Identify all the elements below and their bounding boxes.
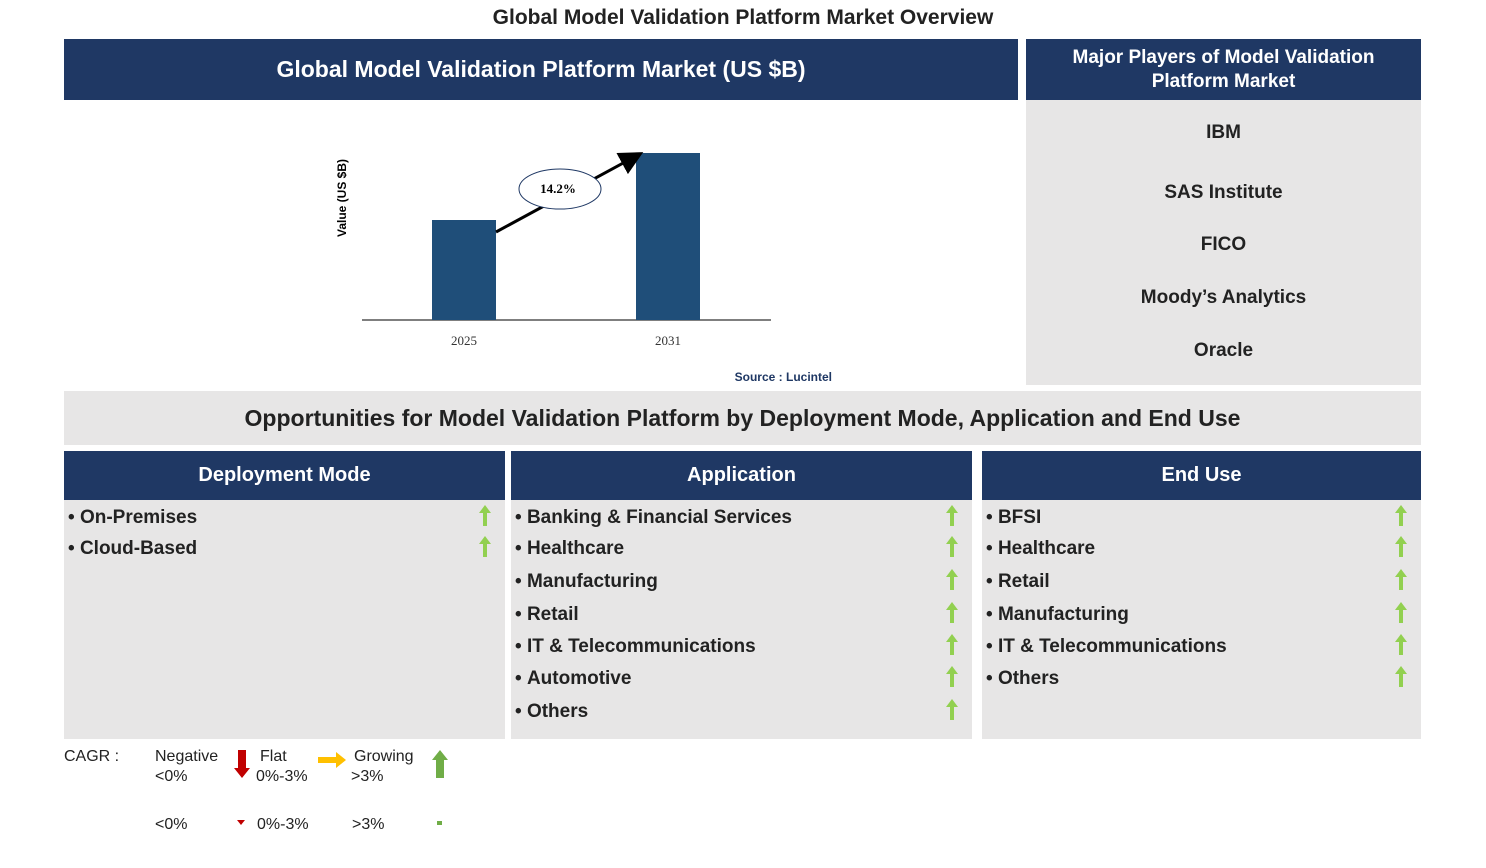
chart-title: Global Model Validation Platform Market … — [64, 39, 1018, 100]
item: Healthcare — [986, 538, 1095, 560]
bar — [636, 153, 700, 320]
legend-range: <0% — [155, 816, 188, 833]
arrow-shape — [479, 536, 491, 557]
column-title: Deployment Mode — [64, 451, 505, 500]
growth-arrow — [946, 699, 958, 720]
opportunities-title: Opportunities for Model Validation Platf… — [64, 391, 1421, 445]
item: IT & Telecommunications — [986, 636, 1227, 658]
growth-arrow — [1395, 536, 1407, 557]
column-body: Banking & Financial Services Healthcare Ma… — [511, 500, 972, 739]
page-title: Global Model Validation Platform Market … — [492, 6, 994, 29]
column-title: Application — [511, 451, 972, 500]
item: Retail — [986, 571, 1050, 593]
arrow-shape — [946, 505, 958, 526]
source: Source : Lucintel — [735, 370, 832, 384]
item: Retail — [515, 604, 579, 626]
item: Others — [515, 701, 588, 723]
legend-range: 0%-3% — [257, 816, 309, 833]
column-title: End Use — [982, 451, 1421, 500]
y-axis-label: Value (US $B) — [335, 159, 349, 237]
growth-arrow — [946, 634, 958, 655]
growth-arrow — [1395, 569, 1407, 590]
legend-label: CAGR : — [64, 748, 120, 765]
players-title: Major Players of Model Validation Platfo… — [1026, 39, 1421, 100]
legend-name: Negative — [155, 748, 219, 765]
item: Manufacturing — [986, 604, 1129, 626]
item: Cloud-Based — [68, 538, 197, 560]
growth-arrow — [946, 536, 958, 557]
item: IT & Telecommunications — [515, 636, 756, 658]
growth-arrow — [946, 505, 958, 526]
item: Manufacturing — [515, 571, 658, 593]
arrow-shape — [946, 602, 958, 623]
item: Healthcare — [515, 538, 624, 560]
arrow-shape — [946, 536, 958, 557]
arrow-shape — [946, 569, 958, 590]
arrow-shape — [479, 505, 491, 526]
growth-arrow — [946, 569, 958, 590]
cagr-bubble — [518, 168, 602, 210]
arrow-shape — [1395, 569, 1407, 590]
growth-arrow — [1395, 602, 1407, 623]
arrow-shape — [946, 634, 958, 655]
chart: Value (US $B) Source : Lucintel 2025 2031… — [335, 152, 832, 384]
column-body: On-Premises Cloud-Based — [64, 500, 505, 739]
legend-name: Flat — [260, 748, 287, 765]
legend-range: 0%-3% — [256, 768, 308, 785]
small-up — [437, 821, 442, 825]
down-arrow — [234, 750, 250, 778]
player: Moody’s Analytics — [1140, 287, 1307, 308]
growth-arrow — [1395, 666, 1407, 687]
x-tick-label: 2031 — [655, 333, 681, 348]
item: Others — [986, 668, 1059, 690]
bar — [432, 220, 496, 320]
arrow-shape — [946, 666, 958, 687]
legend-name: Growing — [354, 748, 414, 765]
legend-range: >3% — [351, 768, 384, 785]
item: Banking & Financial Services — [515, 507, 792, 529]
player: SAS Institute — [1164, 182, 1283, 203]
item: BFSI — [986, 507, 1041, 529]
arrow-shape — [1395, 505, 1407, 526]
legend-range: >3% — [352, 816, 385, 833]
players-panel: IBM SAS Institute FICO Moody’s Analytics Ora… — [1026, 100, 1421, 385]
arrow-shape — [1395, 602, 1407, 623]
column-body: BFSI Healthcare Retail Manufacturing IT & Te… — [982, 500, 1421, 739]
growth-arrow — [1395, 634, 1407, 655]
player: IBM — [1206, 122, 1241, 143]
cagr-label: 14.2% — [540, 181, 576, 196]
right-arrow — [318, 752, 346, 768]
growth-arrow — [1395, 505, 1407, 526]
growth-arrow — [946, 602, 958, 623]
arrow-shape — [1395, 634, 1407, 655]
legend-icons — [234, 750, 448, 825]
player: FICO — [1200, 234, 1247, 255]
growth-arrow — [479, 536, 491, 557]
x-tick-label: 2025 — [451, 333, 477, 348]
item: Automotive — [515, 668, 632, 690]
up-arrow — [432, 750, 448, 778]
legend-range: <0% — [155, 768, 188, 785]
arrow-shape — [1395, 666, 1407, 687]
arrow-shape — [946, 699, 958, 720]
growth-arrow — [479, 505, 491, 526]
arrow-shape — [1395, 536, 1407, 557]
player: Oracle — [1193, 340, 1254, 361]
small-down — [237, 820, 245, 825]
growth-arrow — [946, 666, 958, 687]
item: On-Premises — [68, 507, 197, 529]
